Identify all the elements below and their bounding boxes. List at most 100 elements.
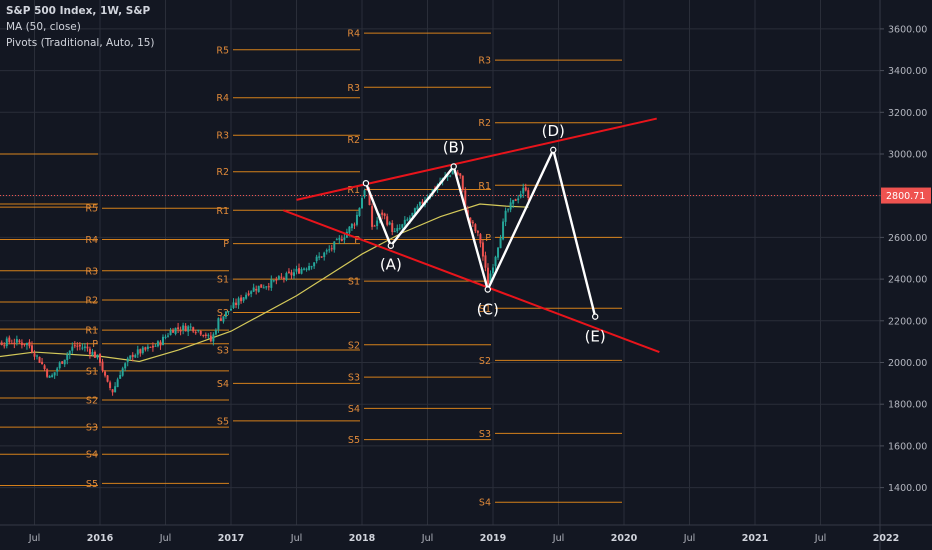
pivot-label: R1 [85,326,98,337]
candle-body [308,265,311,270]
candle-body [58,362,61,369]
candle-body [242,297,245,301]
candle-body [406,219,409,221]
candle-body [371,206,374,227]
candle-body [499,238,502,249]
candle-body [310,266,313,268]
pivot-label: S5 [348,435,360,446]
candle-body [91,352,94,356]
pivot-label: S4 [348,404,360,415]
pattern-label: (E) [585,328,606,346]
candle-body [280,276,283,278]
time-tick-label: Jul [552,533,564,544]
price-tick-label: 2400.00 [888,275,927,286]
candle-body [265,286,268,288]
trendline-lower [283,209,660,354]
candle-body [295,268,298,272]
candle-body [350,223,353,229]
candle-body [386,216,389,225]
candle-body [119,375,122,379]
candle-body [343,237,346,240]
time-tick-label: Jul [814,533,826,544]
candle-body [104,371,107,376]
pivot-levels: R5 R4 R3 R2 R1 P S1 S2 S3 S4 S5 R5 R4 R3 R2 R1 P S1 S2 S3 S4… [0,29,622,509]
candle-body [177,327,180,330]
candle-body [202,335,205,337]
pivot-label: R1 [347,185,360,196]
candle-body [20,342,23,346]
candle-body [53,372,56,376]
candle-body [23,343,26,346]
legend-symbol[interactable]: S&P 500 Index, 1W, S&P [6,5,151,17]
pivot-label: R2 [85,295,98,306]
candle-body [18,340,21,343]
candle-body [71,346,74,351]
candle-body [328,249,331,251]
pivot-label: R2 [347,135,360,146]
time-tick-label: 2016 [87,533,114,544]
trendlines[interactable] [283,117,660,354]
price-tick-label: 1400.00 [888,483,927,494]
candle-body [320,256,323,258]
candle-body [0,342,3,346]
candle-body [212,334,215,342]
price-tick-label: 2200.00 [888,316,927,327]
candle-body [391,223,394,232]
candle-body [522,187,525,194]
candle-body [333,241,336,250]
price-tick-label: 1600.00 [888,441,927,452]
pivot-label: S2 [217,308,229,319]
pivot-label: S1 [217,275,229,286]
candle-body [124,363,127,369]
candle-body [73,345,76,347]
candle-body [514,199,517,201]
candle-body [303,268,306,270]
time-tick-label: Jul [421,533,433,544]
pattern-point [450,163,457,170]
pivot-label: S1 [348,277,360,288]
candle-body [169,330,172,336]
chart-legend: S&P 500 Index, 1W, S&P MA (50, close) Pi… [6,3,155,51]
pivot-label: S3 [479,429,491,440]
candle-body [209,335,212,342]
candle-body [194,332,197,334]
last-price-label: 2800.71 [886,191,925,202]
candle-body [83,346,86,348]
candle-body [141,347,144,354]
candle-body [136,349,139,355]
candle-body [93,351,96,358]
candle-body [421,201,424,204]
candle-body [388,222,391,225]
candle-body [174,327,177,334]
candle-body [144,347,147,350]
candle-body [257,285,260,292]
candle-body [507,209,510,211]
candle-body [101,361,104,371]
price-tick-label: 3200.00 [888,108,927,119]
candle-body [484,255,487,268]
candle-body [381,212,384,215]
candle-body [99,354,101,363]
time-tick-label: 2019 [480,533,506,544]
candle-body [33,353,36,357]
candle-body [250,291,253,294]
candle-body [129,355,132,359]
candle-body [36,355,39,357]
candle-body [126,358,129,362]
candle-body [151,345,154,348]
pattern-point [362,179,370,187]
pattern-drawing[interactable]: (A) (B) (C) (D) (E) [362,122,606,346]
candle-body [368,190,371,206]
candle-body [245,294,248,299]
candle-body [396,228,399,232]
candle-body [398,227,401,230]
candle-body [313,262,316,267]
candle-body [376,220,379,226]
trendline-upper [296,117,657,201]
candle-body [262,287,265,289]
candle-body [411,212,414,217]
legend-ma[interactable]: MA (50, close) [6,21,81,33]
legend-pivots[interactable]: Pivots (Traditional, Auto, 15) [6,37,155,49]
